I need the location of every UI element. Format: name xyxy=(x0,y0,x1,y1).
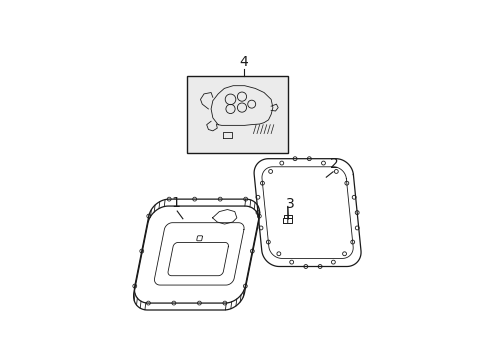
Text: 2: 2 xyxy=(330,157,339,171)
Text: 1: 1 xyxy=(171,195,180,210)
Text: 4: 4 xyxy=(239,55,248,69)
Bar xyxy=(187,76,287,153)
Text: 3: 3 xyxy=(285,197,294,211)
